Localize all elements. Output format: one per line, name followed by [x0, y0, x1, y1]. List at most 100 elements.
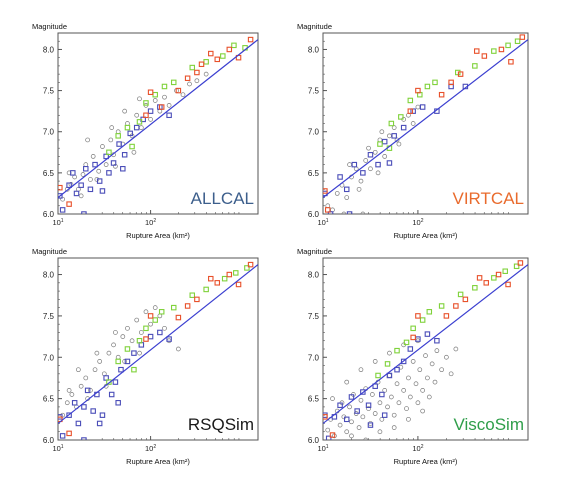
data-point-square-purple: [116, 141, 122, 147]
data-point-square-orange: [457, 71, 464, 77]
x-tick-label: 101: [52, 444, 63, 453]
data-point-square-purple: [81, 437, 87, 440]
data-point-square-orange: [453, 303, 459, 309]
data-point-square-purple: [66, 182, 72, 188]
data-point-square-green: [221, 275, 228, 282]
y-tick-label: 7.5: [43, 312, 55, 321]
data-point-square-green: [189, 292, 196, 298]
data-point-square-green: [124, 124, 131, 131]
data-point-square-green: [244, 265, 250, 271]
data-point-circle: [131, 149, 137, 155]
data-point-circle: [382, 154, 388, 159]
data-point-square-orange: [194, 296, 200, 303]
panel-label: ALLCAL: [191, 189, 254, 208]
data-point-square-purple: [351, 161, 358, 168]
data-point-circle: [366, 406, 371, 411]
data-point-square-green: [384, 361, 391, 367]
data-point-circle: [69, 392, 75, 397]
data-point-square-purple: [400, 124, 407, 131]
y-tick-label: 6.5: [43, 395, 55, 404]
data-point-circle: [203, 71, 209, 77]
data-point-circle: [379, 416, 385, 422]
data-point-square-orange: [208, 50, 214, 57]
data-point-square-purple: [84, 387, 91, 394]
data-point-square-purple: [96, 178, 103, 184]
data-point-circle: [137, 96, 142, 102]
y-tick-label: 6.5: [43, 169, 55, 178]
data-point-square-green: [491, 48, 497, 54]
data-point-square-purple: [96, 420, 103, 427]
data-point-circle: [387, 350, 392, 356]
data-point-circle: [96, 168, 102, 174]
data-point-square-orange: [226, 46, 233, 53]
data-point-square-orange: [184, 303, 191, 309]
data-point-square-purple: [424, 331, 431, 337]
y-tick-label: 6.0: [43, 436, 55, 445]
data-point-square-orange: [495, 271, 502, 278]
plot-frame: [57, 257, 259, 441]
data-point-circle: [391, 125, 397, 130]
data-point-circle: [394, 137, 400, 143]
data-point-square-orange: [329, 432, 336, 438]
data-point-square-green: [407, 97, 414, 104]
data-point-circle: [417, 367, 423, 373]
data-point-circle: [382, 388, 388, 393]
data-point-square-orange: [415, 87, 421, 94]
data-point-square-purple: [354, 408, 360, 414]
data-point-circle: [372, 411, 378, 416]
data-point-square-purple: [99, 188, 106, 194]
data-point-square-green: [170, 79, 177, 86]
data-point-circle: [370, 392, 375, 397]
data-point-circle: [341, 211, 347, 214]
data-point-circle: [143, 309, 149, 315]
data-point-circle: [358, 367, 364, 373]
data-point-square-orange: [508, 59, 514, 65]
data-point-square-orange: [473, 48, 480, 54]
data-point-circle: [148, 321, 153, 327]
data-point-square-purple: [127, 130, 133, 137]
data-point-square-orange: [235, 281, 242, 288]
data-point-circle: [388, 394, 394, 400]
data-point-square-purple: [348, 394, 355, 400]
x-tick-exponent: 1: [61, 444, 64, 450]
data-point-square-purple: [90, 408, 96, 414]
data-point-square-orange: [481, 53, 488, 59]
data-point-square-purple: [120, 166, 126, 172]
x-tick-base: 10: [145, 444, 153, 453]
data-point-square-green: [115, 133, 121, 139]
data-point-circle: [176, 346, 181, 352]
x-tick-label: 102: [145, 218, 156, 227]
x-tick-label: 101: [317, 444, 328, 453]
x-tick-base: 10: [412, 218, 420, 227]
fit-line: [58, 39, 258, 199]
data-point-square-green: [472, 285, 478, 291]
x-tick-label: 102: [412, 218, 423, 227]
data-point-circle: [97, 359, 103, 364]
data-point-circle: [391, 412, 397, 418]
data-point-circle: [166, 103, 172, 108]
data-point-square-purple: [58, 193, 63, 199]
data-point-circle: [78, 383, 84, 389]
data-point-square-purple: [106, 170, 112, 176]
y-tick-label: 7.0: [43, 353, 55, 362]
data-point-square-green: [131, 366, 137, 373]
data-point-square-orange: [517, 260, 524, 266]
data-point-square-purple: [103, 375, 109, 381]
data-point-square-purple: [367, 152, 374, 158]
data-point-square-green: [455, 69, 461, 76]
data-point-circle: [356, 425, 362, 430]
data-point-square-purple: [343, 416, 350, 423]
data-point-square-orange: [184, 75, 191, 82]
data-point-circle: [423, 353, 428, 358]
data-point-square-purple: [83, 166, 89, 172]
data-point-circle: [453, 346, 459, 352]
data-point-square-orange: [323, 188, 328, 194]
data-point-circle: [349, 433, 354, 439]
data-point-circle: [122, 108, 128, 114]
data-point-square-purple: [99, 412, 106, 418]
y-tick-label: 7.5: [308, 87, 320, 96]
data-point-square-purple: [400, 358, 407, 365]
data-point-square-purple: [337, 402, 343, 409]
data-point-circle: [434, 348, 440, 354]
